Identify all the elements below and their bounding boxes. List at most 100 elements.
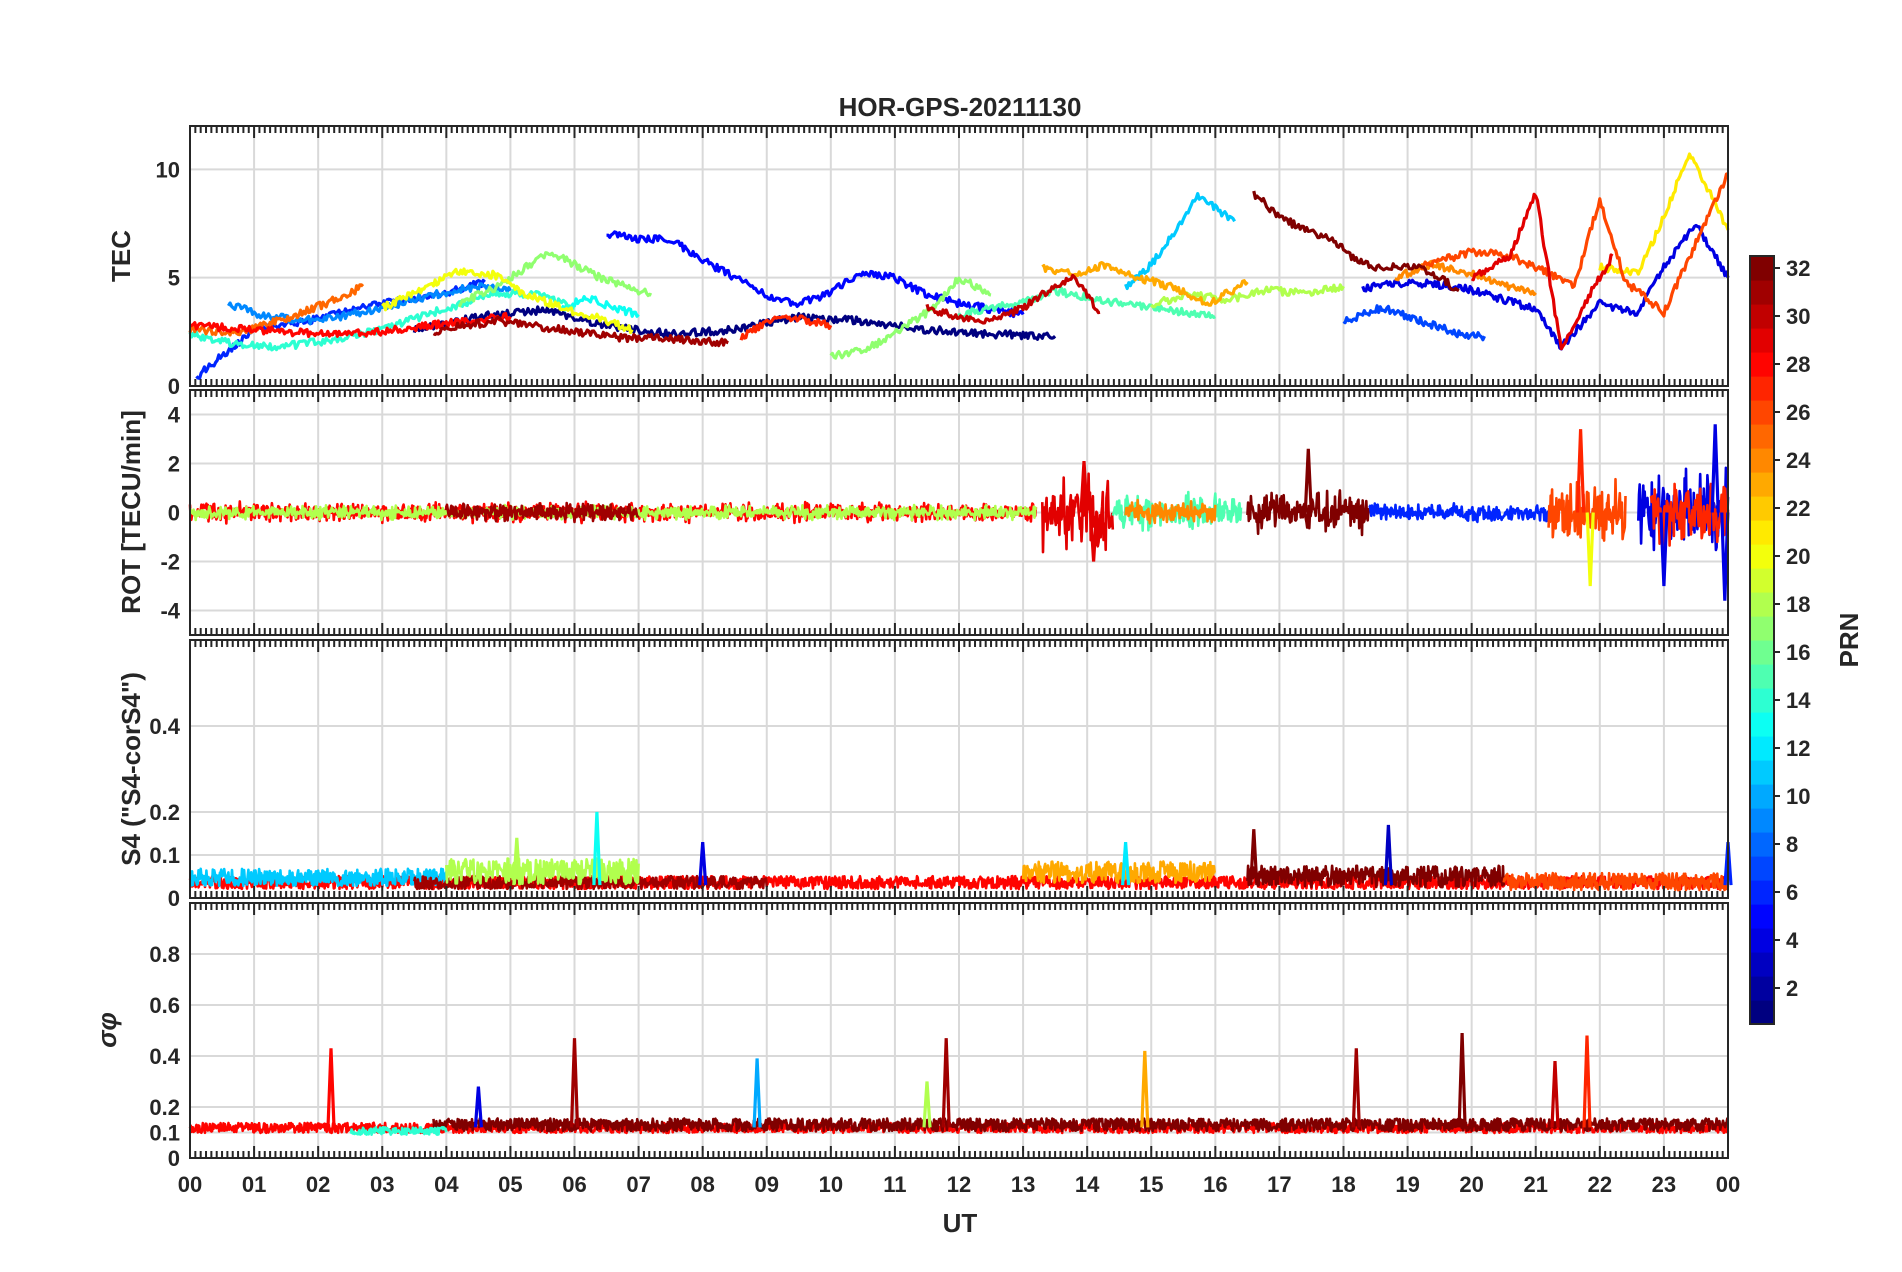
panel-rot: -4 -2 0 2 4 ROT [TECU/min]: [116, 389, 1730, 636]
panel-rot-ylabel: ROT [TECU/min]: [116, 410, 146, 614]
x-tick-label: 06: [562, 1172, 586, 1197]
noise-trace-prn-26: [1502, 871, 1730, 892]
panel-s4: 0 0.1 0.2 0.4 S4 ("S4-corS4"): [116, 639, 1733, 911]
colorbar-tick-label: 6: [1786, 880, 1798, 905]
colorbar-tick-label: 8: [1786, 832, 1798, 857]
colorbar-swatch-prn-24: [1750, 448, 1774, 473]
colorbar-tick-label: 22: [1786, 496, 1810, 521]
noise-trace-prn-32: [1246, 489, 1371, 537]
panel-tec-ylabel: TEC: [106, 230, 136, 282]
panel-tec-frame: [189, 125, 1729, 387]
panel-rot-frame: [189, 389, 1729, 636]
series-line-prn-26: [1418, 172, 1729, 318]
noise-trace-prn-29: [1041, 472, 1115, 554]
series-line-prn-23: [1041, 261, 1249, 307]
series-line-prn-28: [189, 311, 512, 339]
colorbar-swatch-prn-28: [1750, 352, 1774, 377]
x-tick-label: 19: [1395, 1172, 1419, 1197]
x-tick-label: 00: [178, 1172, 202, 1197]
series-line-prn-5: [606, 230, 1025, 319]
spike-prn-27: [1576, 429, 1586, 513]
spike-prn-18: [512, 837, 522, 886]
series-line-prn-4: [1361, 223, 1730, 351]
x-tick-label: 15: [1139, 1172, 1163, 1197]
y-tick-label: 0: [168, 886, 180, 911]
panel-tec: 0 5 10 TEC: [106, 125, 1730, 399]
x-tick-label: 09: [755, 1172, 779, 1197]
y-tick-label: 0.1: [149, 1121, 180, 1146]
series-line-prn-24: [1394, 259, 1537, 297]
colorbar-swatch-prn-14: [1750, 688, 1774, 713]
spike-prn-32: [1303, 448, 1313, 513]
spike-prn-4: [1710, 424, 1720, 513]
spike-prn-4: [1720, 512, 1730, 601]
spike-prn-12: [1121, 841, 1131, 886]
noise-trace-prn-23: [1021, 860, 1216, 885]
series-line-prn-13: [560, 295, 640, 318]
y-tick-label: 0.4: [149, 714, 180, 739]
x-tick-label: 08: [690, 1172, 714, 1197]
colorbar-swatch-prn-1: [1750, 1000, 1774, 1025]
x-tick-label: 23: [1652, 1172, 1676, 1197]
noise-trace-prn-31: [445, 501, 640, 524]
y-tick-label: 5: [168, 266, 180, 291]
x-tick-label: 20: [1459, 1172, 1483, 1197]
series-line-prn-27: [739, 314, 833, 341]
colorbar-swatch-prn-6: [1750, 880, 1774, 905]
y-tick-label: 0.6: [149, 993, 180, 1018]
colorbar-label: PRN: [1834, 613, 1864, 668]
colorbar-tick-label: 26: [1786, 400, 1810, 425]
series-line-prn-11: [1124, 192, 1236, 291]
x-tick-label: 21: [1524, 1172, 1548, 1197]
x-tick-label: 14: [1075, 1172, 1100, 1197]
series-line-prn-17: [829, 276, 992, 360]
series-line-prn-1: [412, 305, 1057, 341]
spike-prn-4: [473, 1086, 483, 1128]
noise-trace-prn-14: [349, 1125, 448, 1136]
colorbar-frame: [1749, 255, 1775, 1025]
colorbar-swatch-prn-10: [1750, 784, 1774, 809]
y-tick-label: 10: [156, 157, 180, 182]
colorbar-swatch-prn-5: [1750, 904, 1774, 929]
colorbar-swatch-prn-11: [1750, 760, 1774, 785]
y-tick-label: 0.1: [149, 843, 180, 868]
colorbar-tick-label: 12: [1786, 736, 1810, 761]
panel-sigma-phi-ylabel: σφ: [92, 1012, 122, 1048]
colorbar-swatch-prn-29: [1750, 328, 1774, 353]
x-tick-label: 07: [626, 1172, 650, 1197]
colorbar-swatch-prn-18: [1750, 592, 1774, 617]
x-tick-label: 10: [819, 1172, 843, 1197]
spike-prn-3: [1383, 824, 1393, 886]
colorbar-tick-label: 16: [1786, 640, 1810, 665]
colorbar-swatch-prn-26: [1750, 400, 1774, 425]
colorbar-swatch-prn-9: [1750, 808, 1774, 833]
colorbar-swatch-prn-12: [1750, 736, 1774, 761]
series-line-prn-31: [432, 315, 729, 348]
noise-trace-prn-32: [432, 1117, 1729, 1133]
x-tick-label: 13: [1011, 1172, 1035, 1197]
series-line-prn-32: [1252, 190, 1460, 293]
colorbar-swatch-prn-4: [1750, 928, 1774, 953]
colorbar-swatch-prn-19: [1750, 568, 1774, 593]
colorbar-tick-label: 32: [1786, 256, 1810, 281]
colorbar-swatch-prn-15: [1750, 664, 1774, 689]
colorbar-swatch-prn-27: [1750, 376, 1774, 401]
colorbar-swatch-prn-2: [1750, 976, 1774, 1001]
spike-prn-32: [1457, 1032, 1467, 1128]
colorbar-swatch-prn-20: [1750, 544, 1774, 569]
colorbar-swatch-prn-31: [1750, 280, 1774, 305]
colorbar-tick-label: 14: [1786, 688, 1811, 713]
colorbar-swatch-prn-21: [1750, 520, 1774, 545]
x-tick-label: 01: [242, 1172, 266, 1197]
noise-trace-prn-26: [1547, 477, 1627, 542]
panel-sigma-phi-frame: [189, 902, 1729, 1159]
x-tick-label: 02: [306, 1172, 330, 1197]
series-line-prn-29: [1470, 192, 1614, 351]
noise-trace-prn-11: [189, 867, 448, 888]
series-line-prn-20: [381, 267, 634, 335]
colorbar-tick-label: 4: [1786, 928, 1799, 953]
colorbar-tick-label: 30: [1786, 304, 1810, 329]
colorbar-swatch-prn-30: [1750, 304, 1774, 329]
